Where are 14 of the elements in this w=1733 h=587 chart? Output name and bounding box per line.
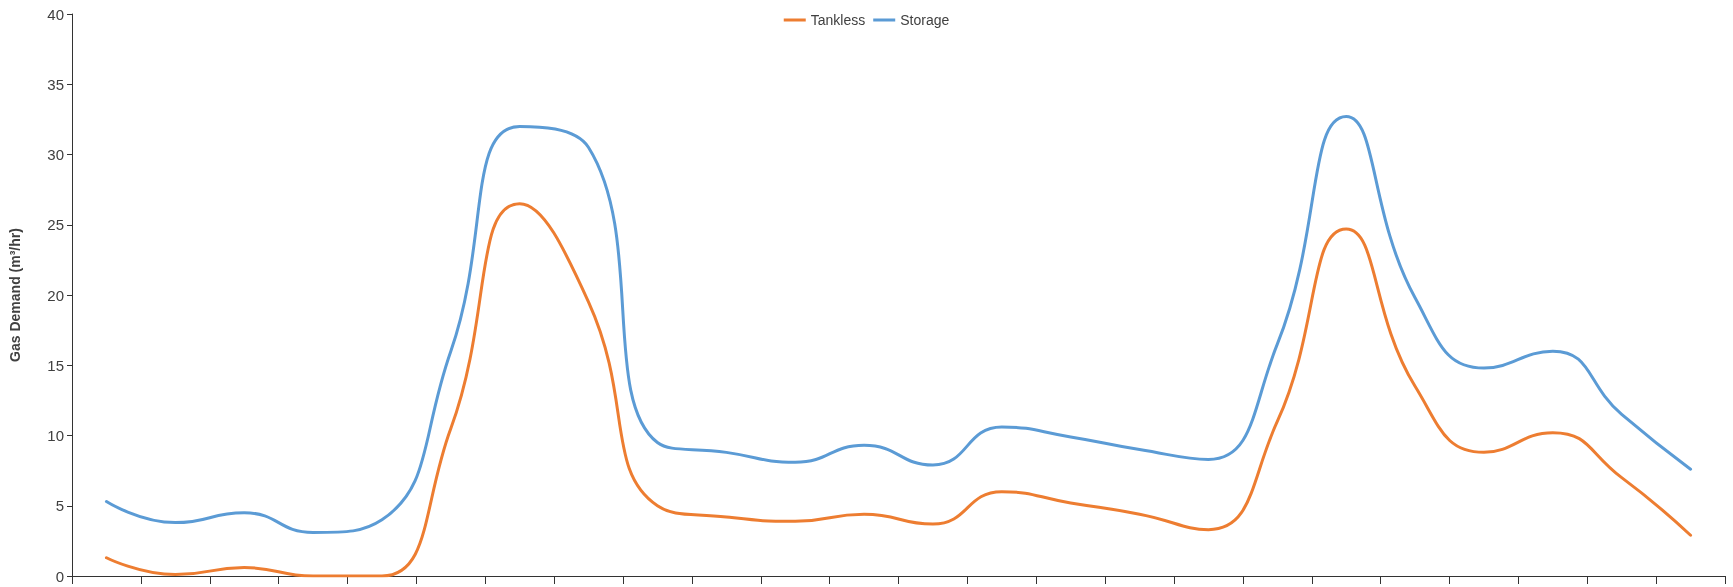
legend-label: Tankless xyxy=(810,12,866,28)
y-tick-label: 10 xyxy=(47,427,64,444)
y-tick-label: 40 xyxy=(47,5,64,23)
y-tick-label: 30 xyxy=(47,146,64,163)
y-tick-label: 0 xyxy=(55,567,64,585)
y-tick-label: 15 xyxy=(47,356,64,374)
line-series xyxy=(104,115,1693,534)
y-tick-label: 20 xyxy=(47,286,64,304)
legend-label: Storage xyxy=(900,12,950,28)
y-tick-label: 5 xyxy=(55,497,64,515)
line-series xyxy=(104,202,1693,578)
y-tick-label: 35 xyxy=(47,75,64,93)
y-axis-title: Gas Demand (m³/hr) xyxy=(7,228,23,362)
y-tick-label: 25 xyxy=(47,216,64,234)
